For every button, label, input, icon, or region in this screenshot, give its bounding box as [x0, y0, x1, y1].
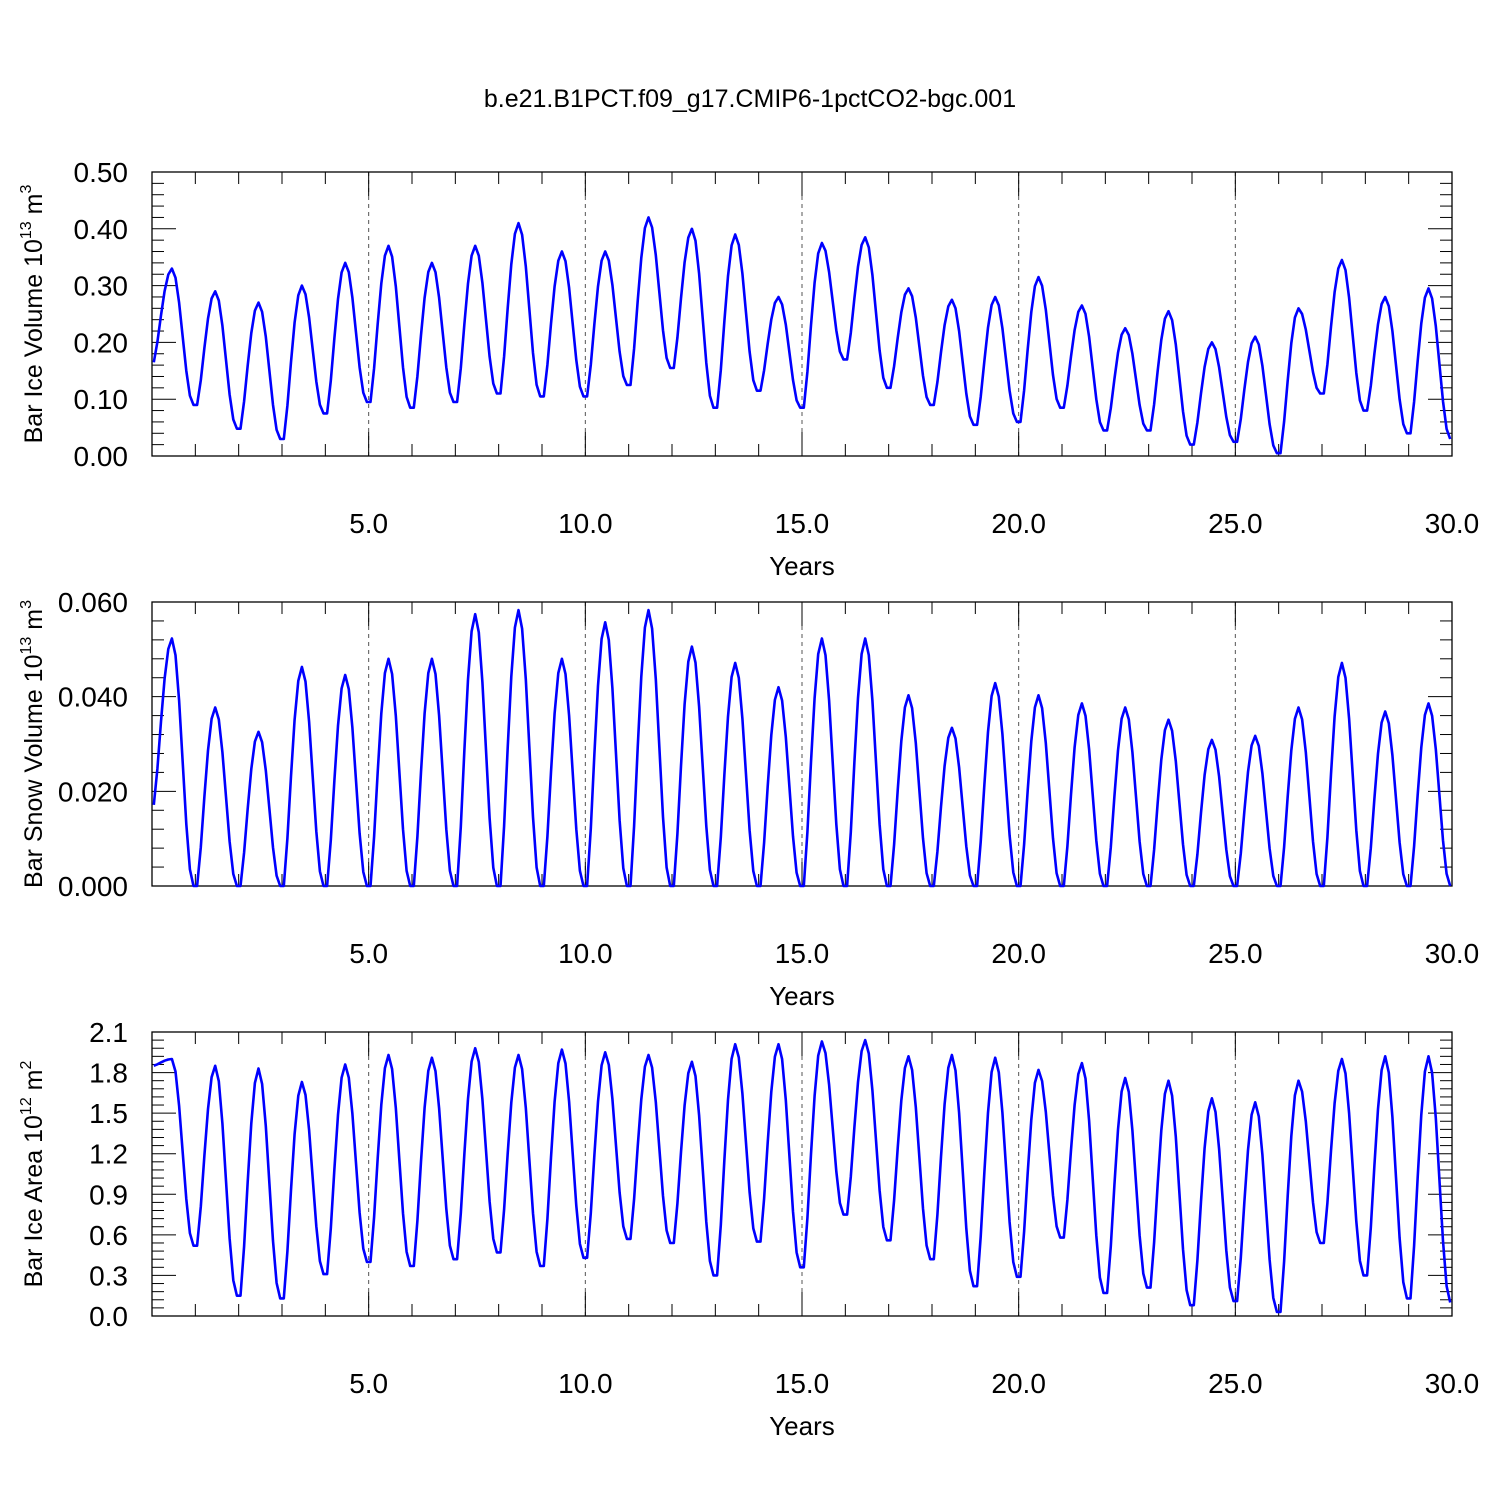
- x-axis-label: Years: [769, 551, 835, 581]
- y-tick-label: 0.10: [74, 384, 129, 415]
- y-tick-label: 0.000: [58, 871, 128, 902]
- y-label-text: Bar Ice Area 10: [20, 1115, 48, 1287]
- x-tick-label: 20.0: [991, 1368, 1046, 1399]
- x-tick-label: 10.0: [558, 508, 613, 539]
- y-tick-label: 0.30: [74, 271, 129, 302]
- x-tick-label: 15.0: [775, 1368, 830, 1399]
- plot-frame: [151, 1031, 1453, 1317]
- x-tick-label: 30.0: [1425, 1368, 1480, 1399]
- y-tick-label: 0.0: [89, 1301, 128, 1332]
- y-tick-label: 0.060: [58, 587, 128, 618]
- y-label-superscript: 13: [18, 637, 35, 655]
- y-label-superscript: 12: [18, 1097, 35, 1115]
- series-line: [153, 1038, 1452, 1314]
- y-tick-label: 1.8: [89, 1058, 128, 1089]
- x-tick-label: 15.0: [775, 938, 830, 969]
- y-tick-label: 0.020: [58, 776, 128, 807]
- y-axis-label: Bar Snow Volume 1013 m3: [18, 600, 48, 888]
- y-tick-label: 0.50: [74, 157, 129, 188]
- y-label-text: Bar Ice Volume 10: [20, 239, 48, 443]
- x-tick-label: 5.0: [349, 1368, 388, 1399]
- x-axis-label: Years: [769, 1411, 835, 1441]
- y-label-superscript: 3: [18, 185, 35, 194]
- y-label-superscript: 3: [18, 600, 35, 609]
- x-tick-label: 25.0: [1208, 1368, 1263, 1399]
- x-tick-label: 30.0: [1425, 508, 1480, 539]
- y-label-superscript: 13: [18, 221, 35, 239]
- y-tick-label: 0.00: [74, 441, 129, 472]
- panels: 0.000.100.200.300.400.505.0 10.0 15.0 20.0 2…: [18, 157, 1479, 1441]
- y-tick-label: 1.5: [89, 1098, 128, 1129]
- y-axis-label: Bar Ice Area 1012 m2: [18, 1061, 48, 1288]
- y-tick-label: 0.40: [74, 214, 129, 245]
- y-label-unit: m: [20, 609, 48, 637]
- x-tick-label: 5.0: [349, 938, 388, 969]
- y-label-text: Bar Snow Volume 10: [20, 655, 48, 888]
- series-line: [152, 608, 1452, 888]
- x-tick-label: 10.0: [558, 938, 613, 969]
- y-label-superscript: 2: [18, 1061, 35, 1070]
- figure-title: b.e21.B1PCT.f09_g17.CMIP6-1pctCO2-bgc.00…: [484, 85, 1016, 113]
- x-tick-label: 10.0: [558, 1368, 613, 1399]
- y-label-unit: m: [20, 1070, 48, 1098]
- y-tick-label: 1.2: [89, 1139, 128, 1170]
- x-tick-label: 30.0: [1425, 938, 1480, 969]
- y-label-unit: m: [20, 194, 48, 222]
- y-tick-label: 0.9: [89, 1179, 128, 1210]
- x-tick-label: 20.0: [991, 508, 1046, 539]
- y-tick-label: 0.040: [58, 682, 128, 713]
- x-tick-label: 15.0: [775, 508, 830, 539]
- plot-frame: [151, 171, 1453, 457]
- x-tick-label: 25.0: [1208, 508, 1263, 539]
- series-line: [152, 216, 1452, 455]
- x-tick-label: 25.0: [1208, 938, 1263, 969]
- y-tick-label: 0.3: [89, 1260, 128, 1291]
- y-tick-label: 0.20: [74, 327, 129, 358]
- panel-3: 0.0 0.3 0.6 0.9 1.2 1.5 1.8 2.1 5.0 10.0 15.0 20.0 2…: [18, 1017, 1479, 1441]
- y-tick-label: 0.6: [89, 1220, 128, 1251]
- x-axis-label: Years: [769, 981, 835, 1011]
- x-tick-label: 20.0: [991, 938, 1046, 969]
- panel-1: 0.00 0.10 0.20 0.30 0.40 0.50 5.0 10.0 15.0 20.0 2…: [18, 157, 1479, 581]
- panel-2: 0.000 0.020 0.040 0.060 5.0 10.0 15.0 20.0 25.0 3…: [18, 587, 1479, 1011]
- y-tick-label: 2.1: [89, 1017, 128, 1048]
- x-tick-label: 5.0: [349, 508, 388, 539]
- y-axis-label: Bar Ice Volume 1013 m3: [18, 185, 48, 444]
